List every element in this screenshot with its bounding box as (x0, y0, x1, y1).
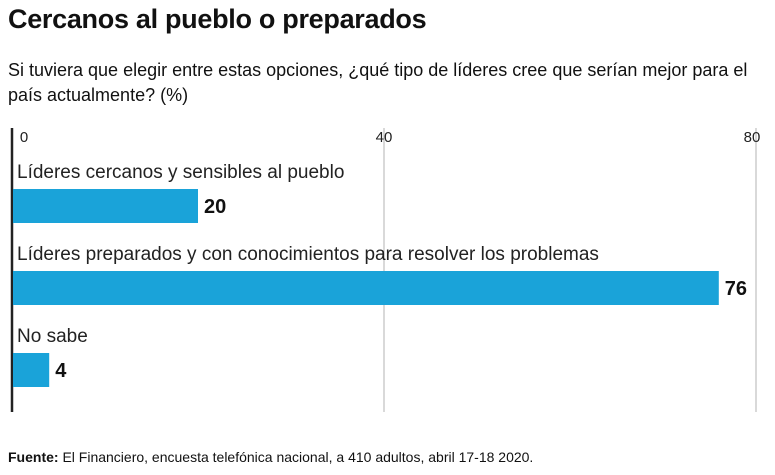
bar (13, 353, 50, 387)
category-label: Líderes cercanos y sensibles al pueblo (17, 162, 344, 183)
source-note: Fuente: El Financiero, encuesta telefóni… (8, 449, 533, 465)
bar (13, 189, 198, 223)
source-text: El Financiero, encuesta telefónica nacio… (58, 449, 534, 465)
chart-subtitle: Si tuviera que elegir entre estas opcion… (8, 60, 748, 105)
data-label: 4 (55, 360, 67, 382)
x-tick-label: 0 (20, 129, 28, 146)
data-label: 20 (204, 196, 226, 218)
bar-chart: 0 40 80 Líderes cercanos y sensibles al pue… (10, 128, 761, 412)
x-tick-label: 80 (744, 129, 761, 146)
category-label: Líderes preparados y con conocimientos p… (17, 244, 599, 265)
data-label: 76 (725, 278, 747, 300)
bar (13, 271, 719, 305)
source-label: Fuente: (8, 449, 59, 465)
x-tick-label: 40 (376, 129, 393, 146)
category-label: No sabe (17, 326, 88, 347)
chart-title: Cercanos al pueblo o preparados (8, 4, 427, 34)
